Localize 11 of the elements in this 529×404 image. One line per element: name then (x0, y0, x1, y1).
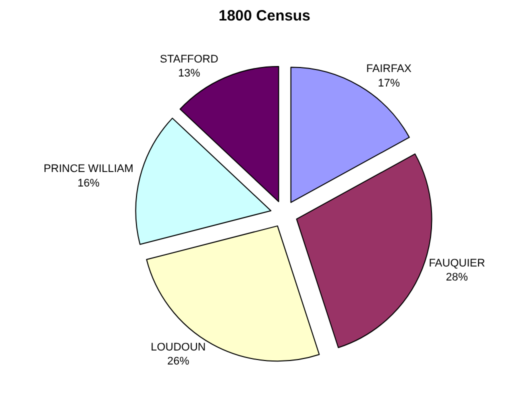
slice-label: LOUDOUN (150, 341, 206, 354)
slice-label: FAUQUIER (428, 257, 486, 270)
slice-label: STAFFORD (160, 53, 218, 66)
data-label: 17% (378, 78, 400, 90)
data-label: 26% (167, 356, 190, 368)
slice-label: PRINCE WILLIAM (44, 163, 134, 176)
data-label: 28% (446, 272, 468, 284)
data-label: 13% (178, 68, 200, 80)
slice-label: FAIRFAX (366, 63, 412, 76)
data-label: 16% (77, 177, 100, 190)
chart-title: 1800 Census (218, 8, 310, 25)
